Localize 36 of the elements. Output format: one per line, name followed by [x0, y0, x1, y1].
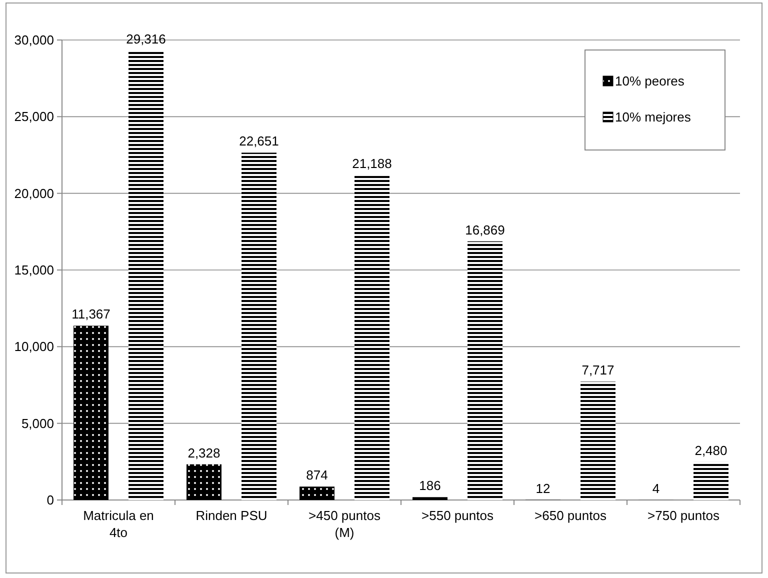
x-tick-label: Rinden PSU [196, 508, 268, 523]
bar [128, 50, 164, 500]
x-tick-label: >650 puntos [534, 508, 607, 523]
bar [468, 241, 502, 500]
y-tick-label: 25,000 [14, 109, 54, 124]
data-label: 4 [652, 480, 660, 496]
data-label: 186 [419, 478, 441, 494]
y-tick-label: 15,000 [14, 262, 54, 278]
legend-label: 10% peores [615, 74, 685, 89]
y-tick-label: 20,000 [14, 186, 54, 201]
data-label: 2,328 [188, 445, 220, 460]
x-tick-label: >450 puntos (M) [308, 508, 381, 540]
x-tick-label: >750 puntos [648, 508, 720, 523]
bar [354, 175, 390, 500]
data-label: 22,651 [239, 134, 279, 149]
bar [74, 326, 108, 500]
bar [580, 382, 616, 500]
data-label: 7,717 [582, 362, 614, 378]
legend-label: 10% mejores [615, 110, 692, 125]
y-tick-label: 0 [46, 492, 54, 508]
x-tick-label: >550 puntos [422, 508, 494, 523]
data-label: 2,480 [694, 442, 728, 458]
bar [242, 152, 276, 500]
y-tick-label: 30,000 [14, 32, 54, 48]
data-label: 21,188 [352, 156, 392, 172]
bar [412, 497, 448, 500]
y-tick-label: 5,000 [21, 416, 54, 431]
data-label: 29,316 [126, 31, 166, 46]
data-label: 874 [306, 468, 328, 483]
data-label: 16,869 [465, 222, 505, 238]
bar [186, 464, 222, 500]
y-tick-label: 10,000 [14, 339, 54, 354]
data-label: 12 [536, 480, 550, 496]
bar [300, 486, 334, 500]
x-tick-label: Matricula en 4to [83, 508, 154, 540]
data-label: 11,367 [72, 306, 110, 322]
